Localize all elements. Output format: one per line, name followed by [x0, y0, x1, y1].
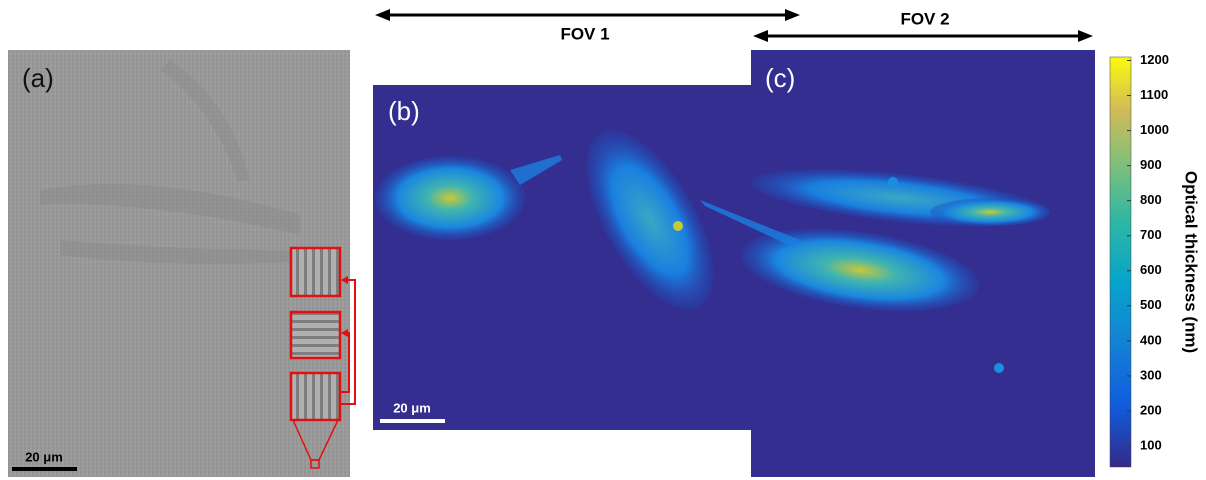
scale-bar-label: 20 μm [393, 400, 431, 415]
panel-label: (a) [22, 63, 54, 93]
scale-bar-label: 20 μm [25, 449, 63, 464]
arrowhead [375, 9, 390, 21]
arrowhead [785, 9, 800, 21]
arrowhead [753, 30, 768, 42]
colorbar-tick-label: 800 [1140, 192, 1162, 207]
cell [930, 198, 1050, 226]
cell [375, 156, 525, 240]
phase-image [373, 85, 800, 430]
pattern-box [291, 373, 340, 420]
nucleolus [673, 221, 683, 231]
debris [994, 363, 1004, 373]
debris [888, 177, 898, 187]
figure: (a) 20 μm 20 μm (b) (c) FOV 1 FOV 2 Opti… [0, 0, 1206, 480]
fov-label: FOV 1 [560, 24, 609, 43]
colorbar-tick-label: 1200 [1140, 52, 1169, 67]
colorbar-tick-label: 600 [1140, 262, 1162, 277]
colorbar-title: Optical thickness (nm) [1182, 171, 1201, 353]
colorbar: Optical thickness (nm) 100 200 300 400 500 60… [1110, 52, 1201, 467]
panel-a: (a) 20 μm [8, 50, 355, 477]
colorbar-tick-label: 100 [1140, 437, 1162, 452]
pattern-box [291, 312, 340, 358]
panel-label: (c) [765, 63, 795, 93]
colorbar-tick-label: 500 [1140, 297, 1162, 312]
arrowhead [1078, 30, 1093, 42]
pattern-box [291, 248, 340, 296]
colorbar-tick-label: 400 [1140, 332, 1162, 347]
colorbar-tick-label: 900 [1140, 157, 1162, 172]
colorbar-tick-label: 1000 [1140, 122, 1169, 137]
panel-label: (b) [388, 96, 420, 126]
colorbar-tick-label: 700 [1140, 227, 1162, 242]
colorbar-tick-label: 300 [1140, 367, 1162, 382]
colorbar-tick-label: 200 [1140, 402, 1162, 417]
colorbar-gradient [1110, 57, 1131, 467]
colorbar-tick-label: 1100 [1140, 87, 1168, 102]
panel-c: (c) [700, 50, 1095, 477]
fov-arrows: FOV 1 FOV 2 [375, 9, 1093, 43]
fov-label: FOV 2 [900, 9, 949, 28]
panel-b: 20 μm (b) [373, 85, 800, 430]
